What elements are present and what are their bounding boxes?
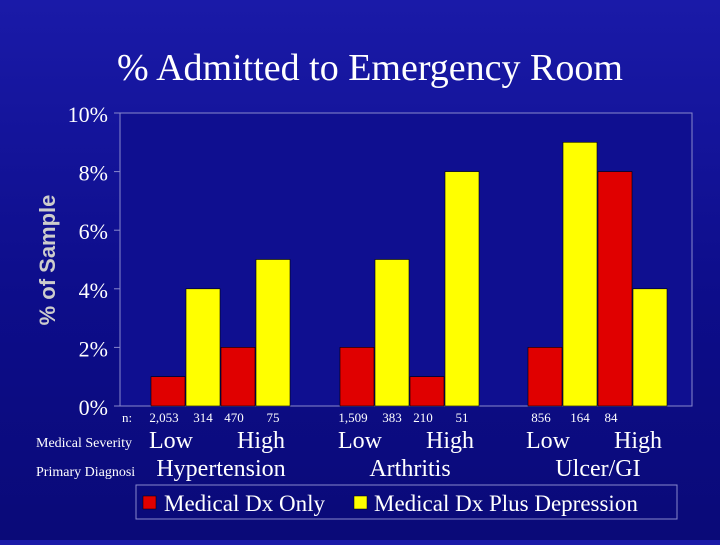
- sample-size-label: 2,053: [149, 410, 178, 425]
- sample-size-label: 84: [605, 410, 619, 425]
- legend-label-dx-only: Medical Dx Only: [164, 491, 325, 516]
- y-tick-label: 0%: [79, 395, 108, 420]
- legend-label-dx-depression: Medical Dx Plus Depression: [374, 491, 638, 516]
- bar: [597, 171, 633, 407]
- diagnosis-label: Ulcer/GI: [555, 456, 640, 482]
- diagnosis-labels: Hypertension Arthritis Ulcer/GI: [156, 456, 640, 482]
- diagnosis-row-label: Primary Diagnosi: [36, 465, 135, 480]
- severity-label: High: [426, 428, 474, 454]
- sample-size-label: 210: [413, 410, 433, 425]
- y-tick-label: 4%: [79, 278, 108, 303]
- sample-size-label: 75: [267, 410, 280, 425]
- y-tick-label: 6%: [79, 219, 108, 244]
- severity-label: Low: [338, 428, 383, 454]
- diagnosis-label: Hypertension: [156, 456, 285, 482]
- legend-box: [135, 484, 678, 520]
- sample-size-label: 164: [570, 410, 590, 425]
- n-labels: 2,053 314 470 75 1,509 383 210 51 856 164 84: [149, 410, 618, 425]
- bar: [632, 288, 668, 407]
- bar: [255, 259, 291, 407]
- y-tick-label: 2%: [79, 336, 108, 361]
- severity-label: High: [237, 428, 285, 454]
- sample-size-label: 856: [531, 410, 551, 425]
- legend-swatch-dx-depression: [353, 495, 368, 510]
- y-axis-label: % of Sample: [35, 195, 60, 326]
- y-tick-label: 10%: [68, 102, 108, 127]
- sample-size-label: 1,509: [338, 410, 367, 425]
- diagnosis-label: Arthritis: [369, 456, 450, 482]
- bar: [220, 347, 256, 407]
- severity-label: Low: [149, 428, 194, 454]
- sample-size-label: 314: [193, 410, 213, 425]
- bar: [444, 171, 480, 407]
- bar: [562, 142, 598, 407]
- bar: [339, 347, 375, 407]
- sample-size-label: 383: [382, 410, 402, 425]
- sample-size-label: 470: [224, 410, 244, 425]
- n-row-label: n:: [122, 410, 132, 425]
- severity-label: High: [614, 428, 662, 454]
- bar: [409, 376, 445, 407]
- chart-title: % Admitted to Emergency Room: [117, 47, 623, 89]
- bar: [150, 376, 186, 407]
- legend: Medical Dx Only Medical Dx Plus Depressi…: [135, 484, 678, 520]
- bar: [374, 259, 410, 407]
- severity-row-label: Medical Severity: [36, 436, 132, 451]
- bar: [185, 288, 221, 407]
- bars: [150, 142, 668, 407]
- legend-swatch-dx-only: [142, 495, 157, 510]
- y-axis: 0% 2% 4% 6% 8% 10%: [68, 102, 120, 420]
- severity-labels: Low High Low High Low High: [149, 428, 662, 454]
- bar: [527, 347, 563, 407]
- sample-size-label: 51: [456, 410, 469, 425]
- severity-label: Low: [526, 428, 571, 454]
- y-tick-label: 8%: [79, 161, 108, 186]
